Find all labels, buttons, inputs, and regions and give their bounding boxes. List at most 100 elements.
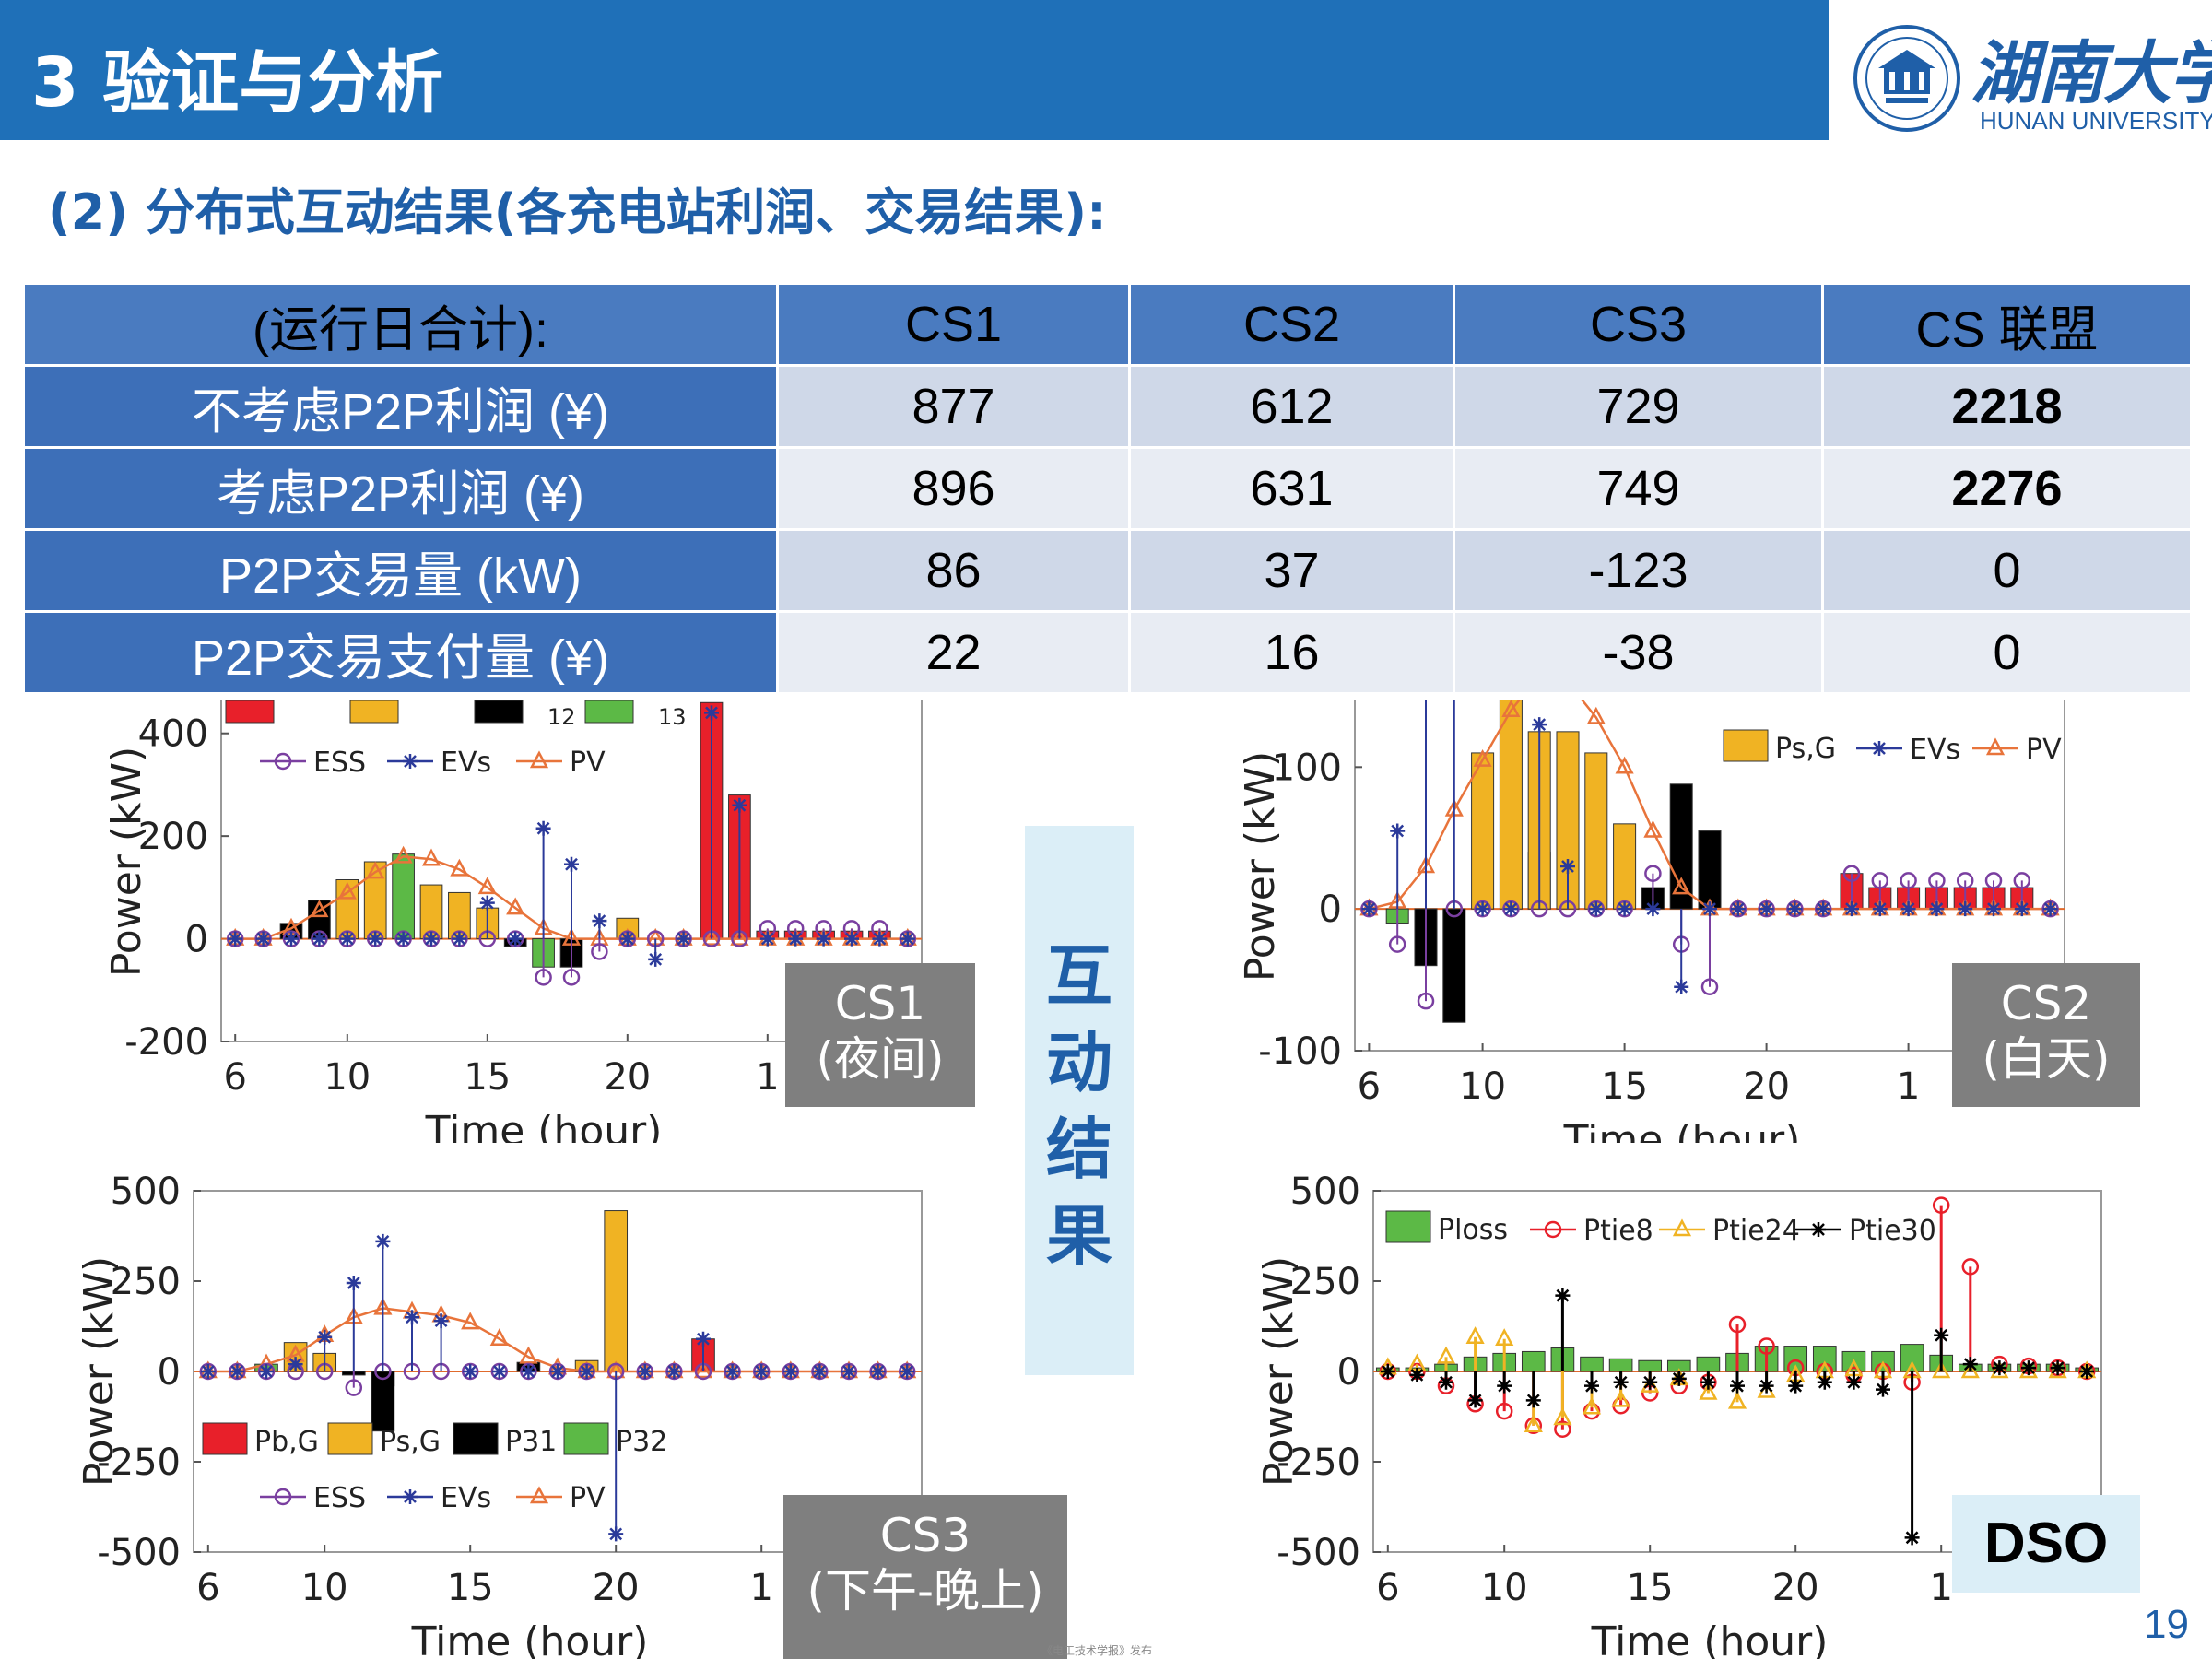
legend-pbg-label: Pb,G	[254, 1426, 319, 1458]
ploss-bar	[1608, 1358, 1633, 1372]
table-header-cell: CS2	[1128, 282, 1455, 367]
evs-point	[724, 1364, 740, 1379]
x-tick-label: 1	[756, 1056, 779, 1099]
cs3-chart: -500 -250 0 250 500 6 10 15 20 1 Time (hour) Power …	[76, 1171, 923, 1659]
pv-point	[366, 861, 385, 879]
x-tick-label: 20	[604, 1056, 651, 1099]
ptie30-point	[1700, 1374, 1716, 1390]
yellow-bar	[604, 1210, 629, 1372]
pv-point	[701, 927, 722, 946]
evs-point	[1674, 979, 1689, 994]
page-title: 3 验证与分析	[31, 43, 444, 123]
table-header-cell: CS3	[1453, 282, 1824, 367]
evs-point	[1588, 901, 1604, 917]
table-cell: 0	[1821, 610, 2193, 695]
dso-chart: -500 -250 0 250 500 6 10 15 20 1 Time (hour) Power …	[1255, 1171, 2102, 1659]
ptie30-point	[1467, 1393, 1483, 1408]
cs2-chart: -100 0 100 6 10 15 20 1 Time (hour) Power (kW) Ps,…	[1237, 700, 2065, 1143]
y-tick-label: -200	[124, 1021, 208, 1064]
y-tick-label: 100	[1272, 747, 1342, 789]
cs3-label-line1: CS3	[879, 1509, 971, 1562]
evs-point	[619, 931, 635, 947]
x-tick-label: 10	[1459, 1065, 1506, 1108]
table-cell: -123	[1453, 528, 1824, 613]
black-bar	[1698, 830, 1722, 910]
ess-point	[1956, 872, 1974, 889]
y-tick-label: -250	[1277, 1441, 1360, 1484]
black-bar	[1669, 783, 1693, 910]
legend-pv-label: PV	[2026, 734, 2062, 766]
ess-point	[1417, 992, 1435, 1010]
y-tick-label: 0	[158, 1351, 181, 1394]
evs-point	[255, 931, 271, 947]
page-number: 19	[2144, 1602, 2189, 1647]
pv-point	[1672, 877, 1691, 895]
evs-point	[1503, 901, 1519, 917]
ptie30-point	[1788, 1378, 1804, 1394]
evs-point	[1787, 901, 1803, 917]
ptie8-point	[1728, 1315, 1747, 1334]
evs-point	[1390, 823, 1406, 839]
evs-point	[1900, 901, 1916, 917]
evs-point	[666, 1364, 682, 1379]
pv-point	[1473, 748, 1492, 767]
evs-point	[579, 1364, 594, 1379]
table-row: 不考虑P2P利润 (¥) 877 612 729 2218	[22, 364, 2193, 449]
legend-ess-marker	[274, 1488, 292, 1506]
legend-pv-label: PV	[570, 747, 606, 779]
evs-point	[841, 1364, 856, 1379]
profit-table: (运行日合计): CS1 CS2 CS3 CS 联盟 不考虑P2P利润 (¥) …	[22, 282, 2193, 695]
evs-point	[228, 931, 243, 947]
x-tick-label: 10	[1481, 1567, 1528, 1609]
interaction-result-label: 互 动 结 果	[1025, 826, 1134, 1375]
cs1-label-line2: (夜间)	[816, 1032, 945, 1086]
ptie8-point	[1758, 1337, 1775, 1355]
label-char: 果	[1045, 1197, 1112, 1275]
yellow-bar	[1584, 752, 1608, 910]
legend-red-swatch	[225, 700, 275, 724]
evs-point	[608, 1526, 624, 1542]
table-cell: 612	[1128, 364, 1455, 449]
cs3-panel-label: CS3 (下午-晚上)	[783, 1495, 1067, 1659]
section-subtitle: (2) 分布式互动结果(各充电站利润、交易结果):	[48, 183, 1107, 241]
evs-point	[2042, 901, 2058, 917]
label-char: 互	[1045, 937, 1112, 1015]
yellow-bar	[1499, 700, 1523, 910]
table-cell: 2276	[1821, 446, 2193, 531]
legend-evs-label: EVs	[441, 747, 491, 779]
dso-panel-label: DSO	[1952, 1495, 2140, 1593]
evs-point	[816, 931, 831, 947]
evs-point	[900, 931, 915, 947]
ptie30-point	[1671, 1371, 1687, 1386]
evs-point	[1759, 901, 1774, 917]
y-tick-label: 400	[138, 713, 208, 756]
ptie24-point	[1932, 1360, 1951, 1379]
x-tick-label: 20	[1743, 1065, 1790, 1108]
evs-point	[844, 931, 859, 947]
evs-point	[508, 931, 524, 947]
y-tick-label: 0	[185, 919, 208, 961]
table-cell: 749	[1453, 446, 1824, 531]
table-row: 考虑P2P利润 (¥) 896 631 749 2276	[22, 446, 2193, 531]
evs-point	[759, 931, 775, 947]
ptie30-point	[2021, 1360, 2036, 1376]
evs-point	[592, 913, 607, 929]
evs-point	[900, 1364, 915, 1379]
ptie30-point	[1876, 1382, 1890, 1397]
black-bar	[371, 1371, 395, 1432]
y-axis-label: Power (kW)	[103, 747, 150, 977]
y-tick-label: -100	[1258, 1030, 1342, 1073]
evs-point	[259, 1364, 274, 1379]
table-cell: 37	[1128, 528, 1455, 613]
evs-point	[1645, 901, 1661, 917]
evs-point	[732, 797, 747, 813]
table-cell: 86	[776, 528, 1131, 613]
dso-label-text: DSO	[1983, 1512, 2109, 1575]
evs-point	[368, 931, 383, 947]
x-tick-label: 15	[1627, 1567, 1674, 1609]
x-axis-label: Time (hour)	[411, 1618, 649, 1659]
x-tick-label: 20	[593, 1567, 640, 1609]
ptie30-point	[1759, 1378, 1774, 1394]
ptie30-point	[1380, 1364, 1395, 1379]
ess-point	[562, 969, 581, 986]
